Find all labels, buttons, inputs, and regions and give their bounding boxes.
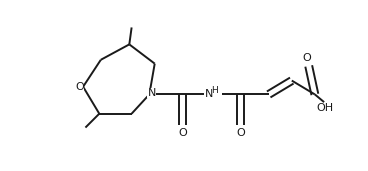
Text: OH: OH	[316, 103, 333, 113]
Text: O: O	[237, 128, 245, 138]
Text: O: O	[178, 128, 187, 138]
Text: N: N	[205, 89, 213, 100]
Text: O: O	[302, 53, 311, 63]
Text: N: N	[148, 88, 156, 98]
Text: O: O	[76, 82, 84, 92]
Text: H: H	[211, 86, 218, 95]
